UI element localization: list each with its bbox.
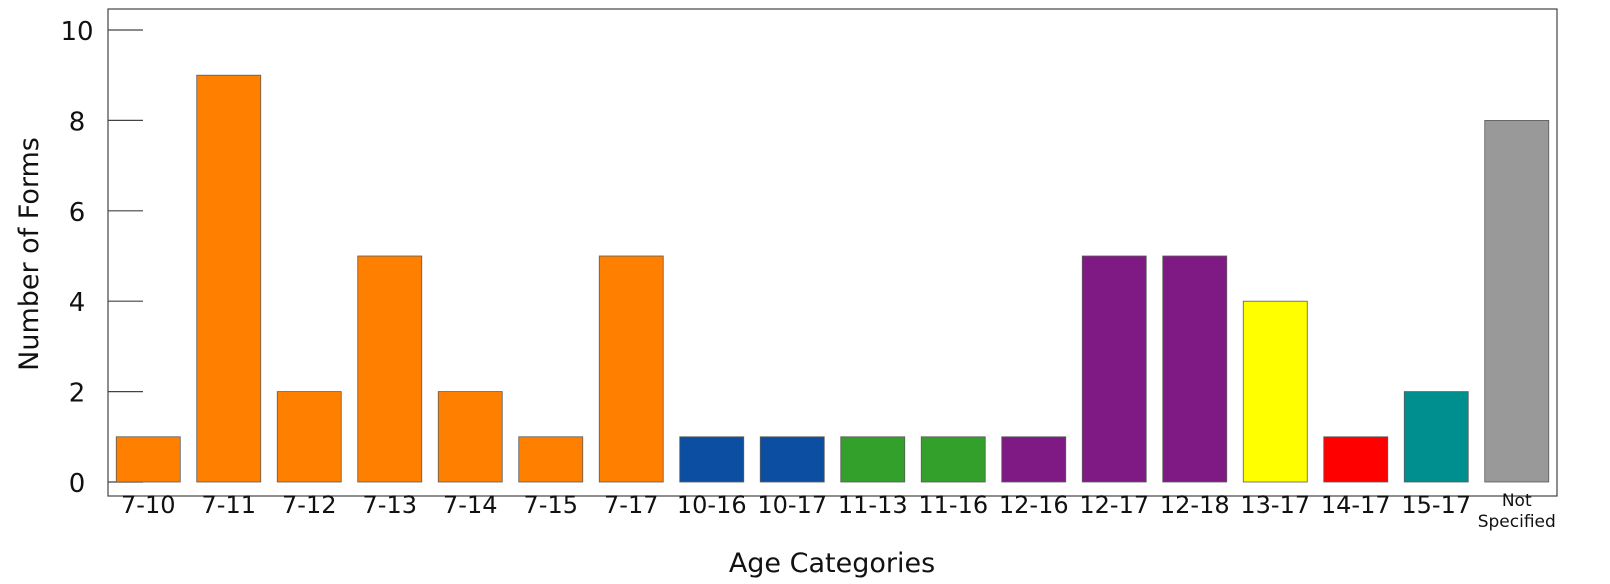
bar <box>920 436 986 483</box>
x-tick-label: 7-15 <box>524 491 578 519</box>
x-tick-label: 12-17 <box>1079 491 1149 519</box>
bar <box>1484 120 1550 483</box>
y-axis: 0 2 4 6 8 10 <box>60 17 143 499</box>
bar <box>518 436 584 483</box>
x-tick-label: 7-11 <box>202 491 256 519</box>
plot-frame <box>107 8 1558 497</box>
bar <box>276 391 342 483</box>
bar <box>437 391 503 483</box>
x-tick-label: Specified <box>1478 512 1556 532</box>
bar <box>115 436 181 483</box>
x-tick-label: 12-18 <box>1160 491 1230 519</box>
x-tick-label: 7-10 <box>121 491 175 519</box>
bar <box>1081 255 1147 483</box>
x-tick-label: 7-12 <box>282 491 336 519</box>
y-tick-label: 0 <box>69 469 86 499</box>
x-tick-label: 13-17 <box>1240 491 1310 519</box>
bar <box>598 255 664 483</box>
x-tick-label: 12-16 <box>999 491 1069 519</box>
x-tick-label: 10-17 <box>757 491 827 519</box>
bar <box>1162 255 1228 483</box>
bar <box>759 436 825 483</box>
x-tick-label: 7-17 <box>604 491 658 519</box>
bar <box>1001 436 1067 483</box>
bar <box>1242 300 1308 483</box>
y-tick-label: 10 <box>60 17 93 47</box>
x-tick-label: 7-13 <box>363 491 417 519</box>
bar <box>1323 436 1389 483</box>
y-tick-label: 6 <box>69 198 86 228</box>
x-axis-title: Age Categories <box>729 548 935 579</box>
bar <box>196 74 262 483</box>
bars <box>115 74 1550 483</box>
y-tick-label: 8 <box>69 107 86 137</box>
x-tick-label: 10-16 <box>677 491 747 519</box>
x-tick-label: 7-14 <box>443 491 497 519</box>
x-tick-label: 14-17 <box>1321 491 1391 519</box>
x-tick-label: 15-17 <box>1401 491 1471 519</box>
y-tick-label: 2 <box>69 379 86 409</box>
x-tick-label: Not <box>1502 491 1532 511</box>
bar <box>840 436 906 483</box>
bar <box>357 255 423 483</box>
x-tick-label: 11-16 <box>918 491 988 519</box>
y-tick-label: 4 <box>69 288 86 318</box>
bar <box>679 436 745 483</box>
x-axis: 7-10 7-11 7-12 7-13 7-14 7-15 7-17 10-16 10-17 11… <box>121 491 1556 532</box>
x-tick-label: 11-13 <box>838 491 908 519</box>
bar <box>1403 391 1469 483</box>
y-axis-title: Number of Forms <box>14 137 45 371</box>
